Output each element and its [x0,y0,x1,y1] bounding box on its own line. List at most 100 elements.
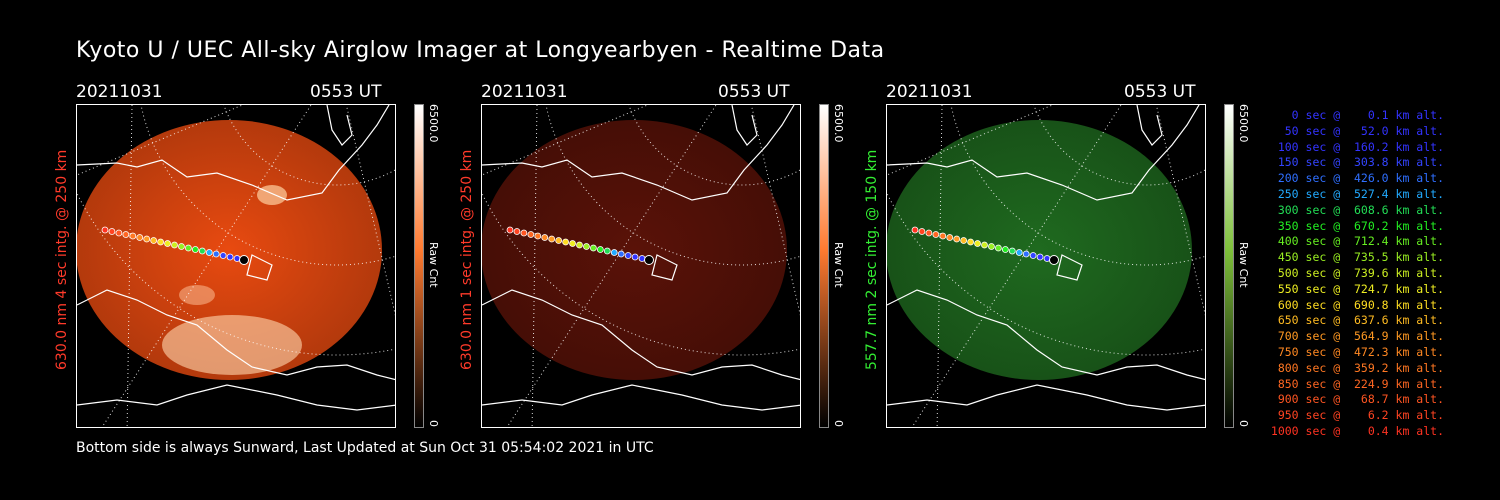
panel-2-image [481,104,801,428]
coastline-path [482,105,795,201]
trajectory-point [548,235,556,243]
legend-entry: 0 sec @ 0.1 km alt. [1291,108,1444,122]
coastline [77,105,395,411]
panel-2-date: 20211031 [481,82,568,102]
legend-entry: 50 sec @ 52.0 km alt. [1284,123,1444,138]
lat-lon-grid [482,105,800,427]
aurora-patch [179,285,215,305]
trajectory-point [939,232,947,240]
trajectory-point [506,226,514,234]
panel-3-ylabel: 557.7 nm 2 sec intg. @ 150 km [864,149,880,370]
trajectory-point [974,240,981,247]
trajectory-point [946,234,954,241]
grid-line [101,105,312,427]
panel-2-cbar-min: 0 [832,420,845,427]
station-marker [644,255,654,265]
trajectory-point [527,231,535,238]
panel-1-image [76,104,396,428]
trajectory-point [617,250,625,258]
trajectory-point [981,241,988,249]
station-marker [239,255,249,265]
legend-entry: 750 sec @ 472.3 km alt. [1277,344,1444,359]
trajectory-point [953,235,961,243]
trajectory-point [562,238,569,246]
coastline-path [246,254,273,281]
panel-1-colorbar [414,104,424,428]
aurora-patch [162,315,302,375]
trajectory-point [171,241,178,249]
panel-2-cbar-max: 6500.0 [832,104,845,143]
lat-lon-grid [887,105,1205,427]
legend-entry: 450 sec @ 735.5 km alt. [1277,250,1444,265]
trajectory-point [115,229,123,237]
panel-2-time: 0553 UT [718,82,790,102]
legend-entry: 850 sec @ 224.9 km alt. [1277,376,1444,391]
trajectory-point [960,237,968,244]
coastline [482,105,800,411]
panel-3-cbar-max: 6500.0 [1237,104,1250,143]
coastline-path [77,105,390,201]
grid-line [911,105,1122,427]
trajectory-point [136,234,144,241]
grid-circle [223,105,395,186]
legend-entry: 550 sec @ 724.7 km alt. [1277,281,1444,296]
coastline-path [887,105,1200,201]
legend-entry: 800 sec @ 359.2 km alt. [1277,360,1444,375]
panel-3-time: 0553 UT [1124,82,1196,102]
trajectory-point [226,253,234,261]
altitude-legend: 0 sec @ 0.1 km alt. 50 sec @ 52.0 km alt.… [1262,108,1444,440]
grid-circle [1033,105,1205,186]
trajectory-point [576,241,583,249]
grid-line [506,105,717,427]
trajectory-point [164,240,171,247]
legend-entry: 700 sec @ 564.9 km alt. [1277,329,1444,344]
trajectory-point [198,247,206,255]
coastline-path [482,384,800,411]
coastline-path [1056,254,1083,281]
trajectory-point [185,244,192,252]
coastline-path [731,105,758,146]
trajectory-point [596,246,604,253]
trajectory-point [995,244,1002,252]
trajectory-point [101,226,109,234]
coastline-path [326,105,353,146]
trajectory-point [569,240,576,247]
grid-circle [628,105,800,186]
panel-1-ylabel: 630.0 nm 4 sec intg. @ 250 km [54,149,70,370]
trajectory-point [911,226,919,234]
sky-image-disk [887,120,1192,380]
trajectory-point [122,231,130,238]
legend-entry: 100 sec @ 160.2 km alt. [1277,139,1444,154]
trajectory-point [918,228,926,235]
trajectory-point [1015,249,1023,256]
trajectory-point [212,250,220,258]
footer-status: Bottom side is always Sunward, Last Upda… [76,440,654,456]
legend-entry: 600 sec @ 690.8 km alt. [1277,297,1444,312]
trajectory-point [108,228,116,235]
panel-1-cbar-unit: Raw Cnt [427,242,440,288]
legend-entry: 350 sec @ 670.2 km alt. [1277,218,1444,233]
sky-image-disk [77,120,382,380]
trajectory-point [520,229,528,237]
legend-entry: 1000 sec @ 0.4 km alt. [1270,423,1444,438]
panel-1-cbar-min: 0 [427,420,440,427]
coastline-path [1136,105,1163,146]
trajectory-point [191,246,199,253]
trajectory-point [988,243,995,250]
trajectory-point [624,252,632,259]
page-title: Kyoto U / UEC All-sky Airglow Imager at … [76,38,885,63]
legend-entry: 150 sec @ 303.8 km alt. [1277,155,1444,170]
station-marker [1049,255,1059,265]
trajectory-point [1008,247,1016,255]
trajectory-point [1001,246,1009,253]
sky-image-disk [482,120,787,380]
trajectory-point [925,229,933,237]
coastline-path [651,254,678,281]
legend-entry: 950 sec @ 6.2 km alt. [1277,408,1444,423]
panel-2-cbar-unit: Raw Cnt [832,242,845,288]
panel-3-date: 20211031 [886,82,973,102]
legend-entry: 500 sec @ 739.6 km alt. [1277,265,1444,280]
legend-entry: 650 sec @ 637.6 km alt. [1277,313,1444,328]
panel-1-date: 20211031 [76,82,163,102]
trajectory-point [219,252,227,259]
